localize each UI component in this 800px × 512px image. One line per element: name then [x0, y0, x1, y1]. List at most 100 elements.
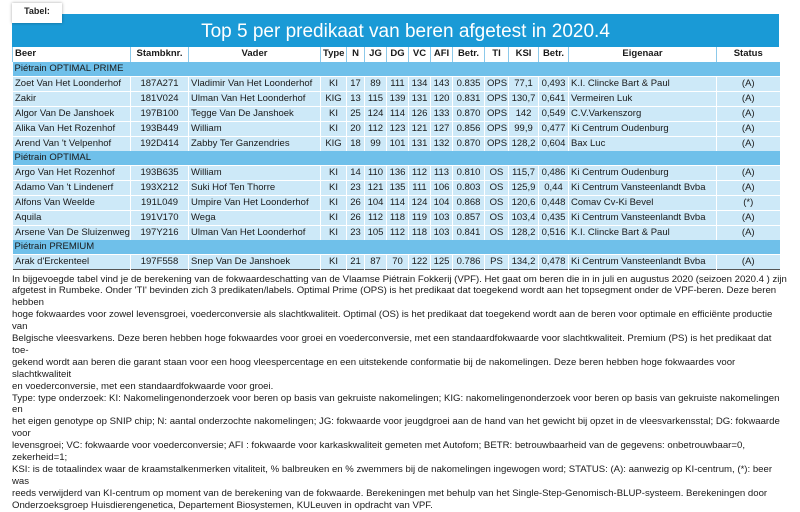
table-cell: 104 [364, 194, 387, 210]
table-cell: (A) [716, 179, 780, 195]
table-cell: 110 [364, 164, 387, 180]
table-cell: 25 [346, 105, 365, 121]
table-cell: 124 [364, 105, 387, 121]
table-cell: 127 [430, 120, 453, 136]
table-cell: 87 [364, 253, 387, 269]
table-cell: (*) [716, 194, 780, 210]
column-header: KSI [508, 47, 539, 62]
table-cell: 124 [408, 194, 431, 210]
column-header: VC [408, 47, 431, 62]
table-cell: (A) [716, 105, 780, 121]
table-cell: Vladimir Van Het Loonderhof [188, 75, 321, 91]
table-title: Top 5 per predikaat van beren afgetest i… [12, 14, 779, 47]
table-cell: 0.841 [452, 224, 485, 240]
table-cell: 115,7 [508, 164, 539, 180]
note-line: hoge fokwaardes voor zowel levensgroei, … [12, 309, 773, 333]
table-cell: 77,1 [508, 75, 539, 91]
table-cell: 0.835 [452, 75, 485, 91]
table-cell: 0.868 [452, 194, 485, 210]
table-cell: 197F558 [130, 253, 189, 269]
table-row: Alfons Van Weelde 191L049 Umpire Van Het L… [12, 194, 780, 210]
table-tab-label: Tabel: [12, 3, 62, 23]
table-row: Algor Van De Janshoek 197B100 Tegge Van De… [12, 105, 780, 121]
table-row: Aquila 191V170 Wega KI 26 112 118 119 103 0.857 OS… [12, 209, 780, 225]
table-cell: 114 [386, 194, 409, 210]
boar-ranking-table: Beer Stambknr. Vader Type N JG DG VC AFI Betr. TI K… [12, 47, 780, 270]
table-cell: 18 [346, 135, 365, 151]
table-cell: (A) [716, 164, 780, 180]
table-cell: K.I. Clincke Bart & Paul [568, 75, 717, 91]
table-cell: KI [320, 194, 347, 210]
column-header: Vader [188, 47, 321, 62]
table-cell: OS [484, 209, 509, 225]
table-cell: Tegge Van De Janshoek [188, 105, 321, 121]
table-cell: 142 [508, 105, 539, 121]
table-cell: 0,604 [538, 135, 569, 151]
table-cell: 0.856 [452, 120, 485, 136]
table-cell: 126 [408, 105, 431, 121]
group-label: Piétrain PREMIUM [12, 239, 780, 254]
table-cell: Snep Van De Janshoek [188, 253, 321, 269]
table-cell: 136 [386, 164, 409, 180]
table-cell: (A) [716, 90, 780, 106]
table-cell: Zabby Ter Ganzendries [188, 135, 321, 151]
table-cell: 0,641 [538, 90, 569, 106]
table-cell: 0.810 [452, 164, 485, 180]
table-cell: 0,448 [538, 194, 569, 210]
table-row: Argo Van Het Rozenhof 193B635 William KI 14 1… [12, 164, 780, 180]
table-cell: 193B635 [130, 164, 189, 180]
note-line: en voederconversie, met een standaardfok… [12, 380, 274, 392]
content: Top 5 per predikaat van beren afgetest i… [12, 14, 788, 512]
note-line: Onderzoeksgroep Huisdierengenetica, Depa… [12, 499, 433, 511]
table-cell: 99,9 [508, 120, 539, 136]
table-cell: OS [484, 194, 509, 210]
table-cell: Wega [188, 209, 321, 225]
table-cell: 0.870 [452, 135, 485, 151]
table-cell: 0,44 [538, 179, 569, 195]
table-cell: KIG [320, 135, 347, 151]
column-header: JG [364, 47, 387, 62]
table-cell: KI [320, 179, 347, 195]
table-cell: PS [484, 253, 509, 269]
table-cell: 134,2 [508, 253, 539, 269]
table-cell: Adamo Van 't Lindenerf [12, 179, 131, 195]
table-cell: Argo Van Het Rozenhof [12, 164, 131, 180]
table-cell: (A) [716, 224, 780, 240]
table-cell: 0,477 [538, 120, 569, 136]
table-cell: 139 [386, 90, 409, 106]
table-cell: 131 [408, 135, 431, 151]
column-header: AFI [430, 47, 453, 62]
table-cell: Comav Cv-Ki Bevel [568, 194, 717, 210]
table-cell: 0.870 [452, 105, 485, 121]
table-cell: 103 [430, 224, 453, 240]
table-cell: OS [484, 179, 509, 195]
group-row: Piétrain OPTIMAL [12, 150, 780, 165]
note-line: KSI: is de totaalindex waar de kraamstal… [12, 464, 773, 487]
table-cell: KI [320, 75, 347, 91]
column-header: Betr. [452, 47, 485, 62]
table-row: Arak d'Erckenteel 197F558 Snep Van De Jans… [12, 253, 780, 269]
table-cell: 26 [346, 209, 365, 225]
table-cell: 0,549 [538, 105, 569, 121]
column-header: Beer [12, 47, 131, 62]
table-cell: Aquila [12, 209, 131, 225]
table-cell: 23 [346, 179, 365, 195]
note-line: In bijgevoegde tabel vind je de berekeni… [12, 273, 787, 285]
table-row: Zakir 181V024 Ulman Van Het Loonderhof KIG 1… [12, 90, 780, 106]
table-cell: Suki Hof Ten Thorre [188, 179, 321, 195]
table-cell: (A) [716, 209, 780, 225]
table-header-row: Beer Stambknr. Vader Type N JG DG VC AFI Betr. TI K… [12, 47, 780, 62]
group-label: Piétrain OPTIMAL PRIME [12, 61, 780, 76]
table-cell: 105 [364, 224, 387, 240]
table-cell: KI [320, 224, 347, 240]
table-cell: 111 [408, 179, 431, 195]
table-cell: Zakir [12, 90, 131, 106]
note-line: Type: type onderzoek: KI: Nakomelingenon… [12, 392, 780, 416]
table-cell: Alfons Van Weelde [12, 194, 131, 210]
table-cell: Ki Centrum Vansteenlandt Bvba [568, 253, 717, 269]
table-cell: 0,478 [538, 253, 569, 269]
table-cell: KI [320, 105, 347, 121]
table-cell: 118 [386, 209, 409, 225]
table-cell: 0,486 [538, 164, 569, 180]
note-line: afgetest in Rumbeke. Onder 'TI' bevinden… [12, 285, 777, 309]
